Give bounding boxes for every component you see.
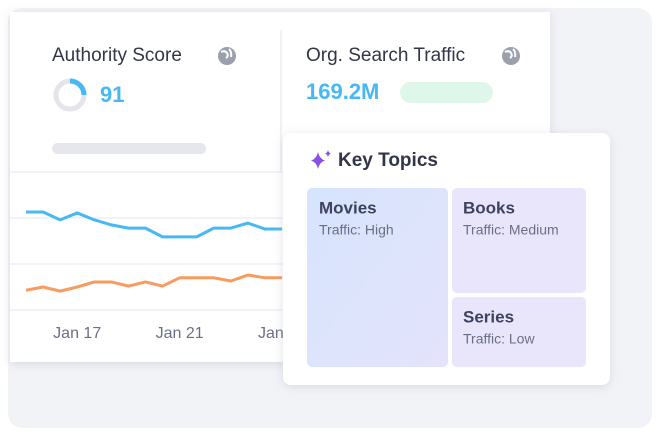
sparkle-icon — [311, 150, 331, 169]
x-tick-label: Jan 21 — [156, 325, 204, 342]
key-topics-card: Key Topics Movies Traffic: High Books Tr… — [283, 133, 610, 385]
series-line — [26, 210, 283, 239]
x-tick-label: Jan 17 — [53, 325, 101, 342]
topic-traffic: Traffic: Medium — [463, 222, 559, 238]
topic-name: Movies — [319, 198, 377, 217]
placeholder-bar — [52, 143, 206, 154]
topic-tile — [452, 297, 586, 367]
metric-label: Org. Search Traffic — [306, 45, 465, 66]
trend-pill — [400, 82, 493, 103]
metric-label: Authority Score — [52, 45, 182, 66]
metric-value: 169.2M — [306, 79, 379, 104]
topic-tile — [452, 188, 586, 293]
topic-tile — [307, 188, 448, 367]
chart: Jan 17 Jan 21 Jan 25 — [10, 171, 550, 342]
topic-traffic: Traffic: High — [319, 222, 394, 238]
donut-arc — [69, 78, 87, 96]
topic-traffic: Traffic: Low — [463, 331, 535, 347]
globe-icon — [218, 47, 236, 65]
globe-icon — [502, 47, 520, 65]
series-line — [25, 273, 283, 293]
topic-name: Books — [463, 198, 515, 217]
topic-name: Series — [463, 307, 514, 326]
metric-value: 91 — [100, 82, 124, 107]
card-title: Key Topics — [338, 150, 438, 171]
